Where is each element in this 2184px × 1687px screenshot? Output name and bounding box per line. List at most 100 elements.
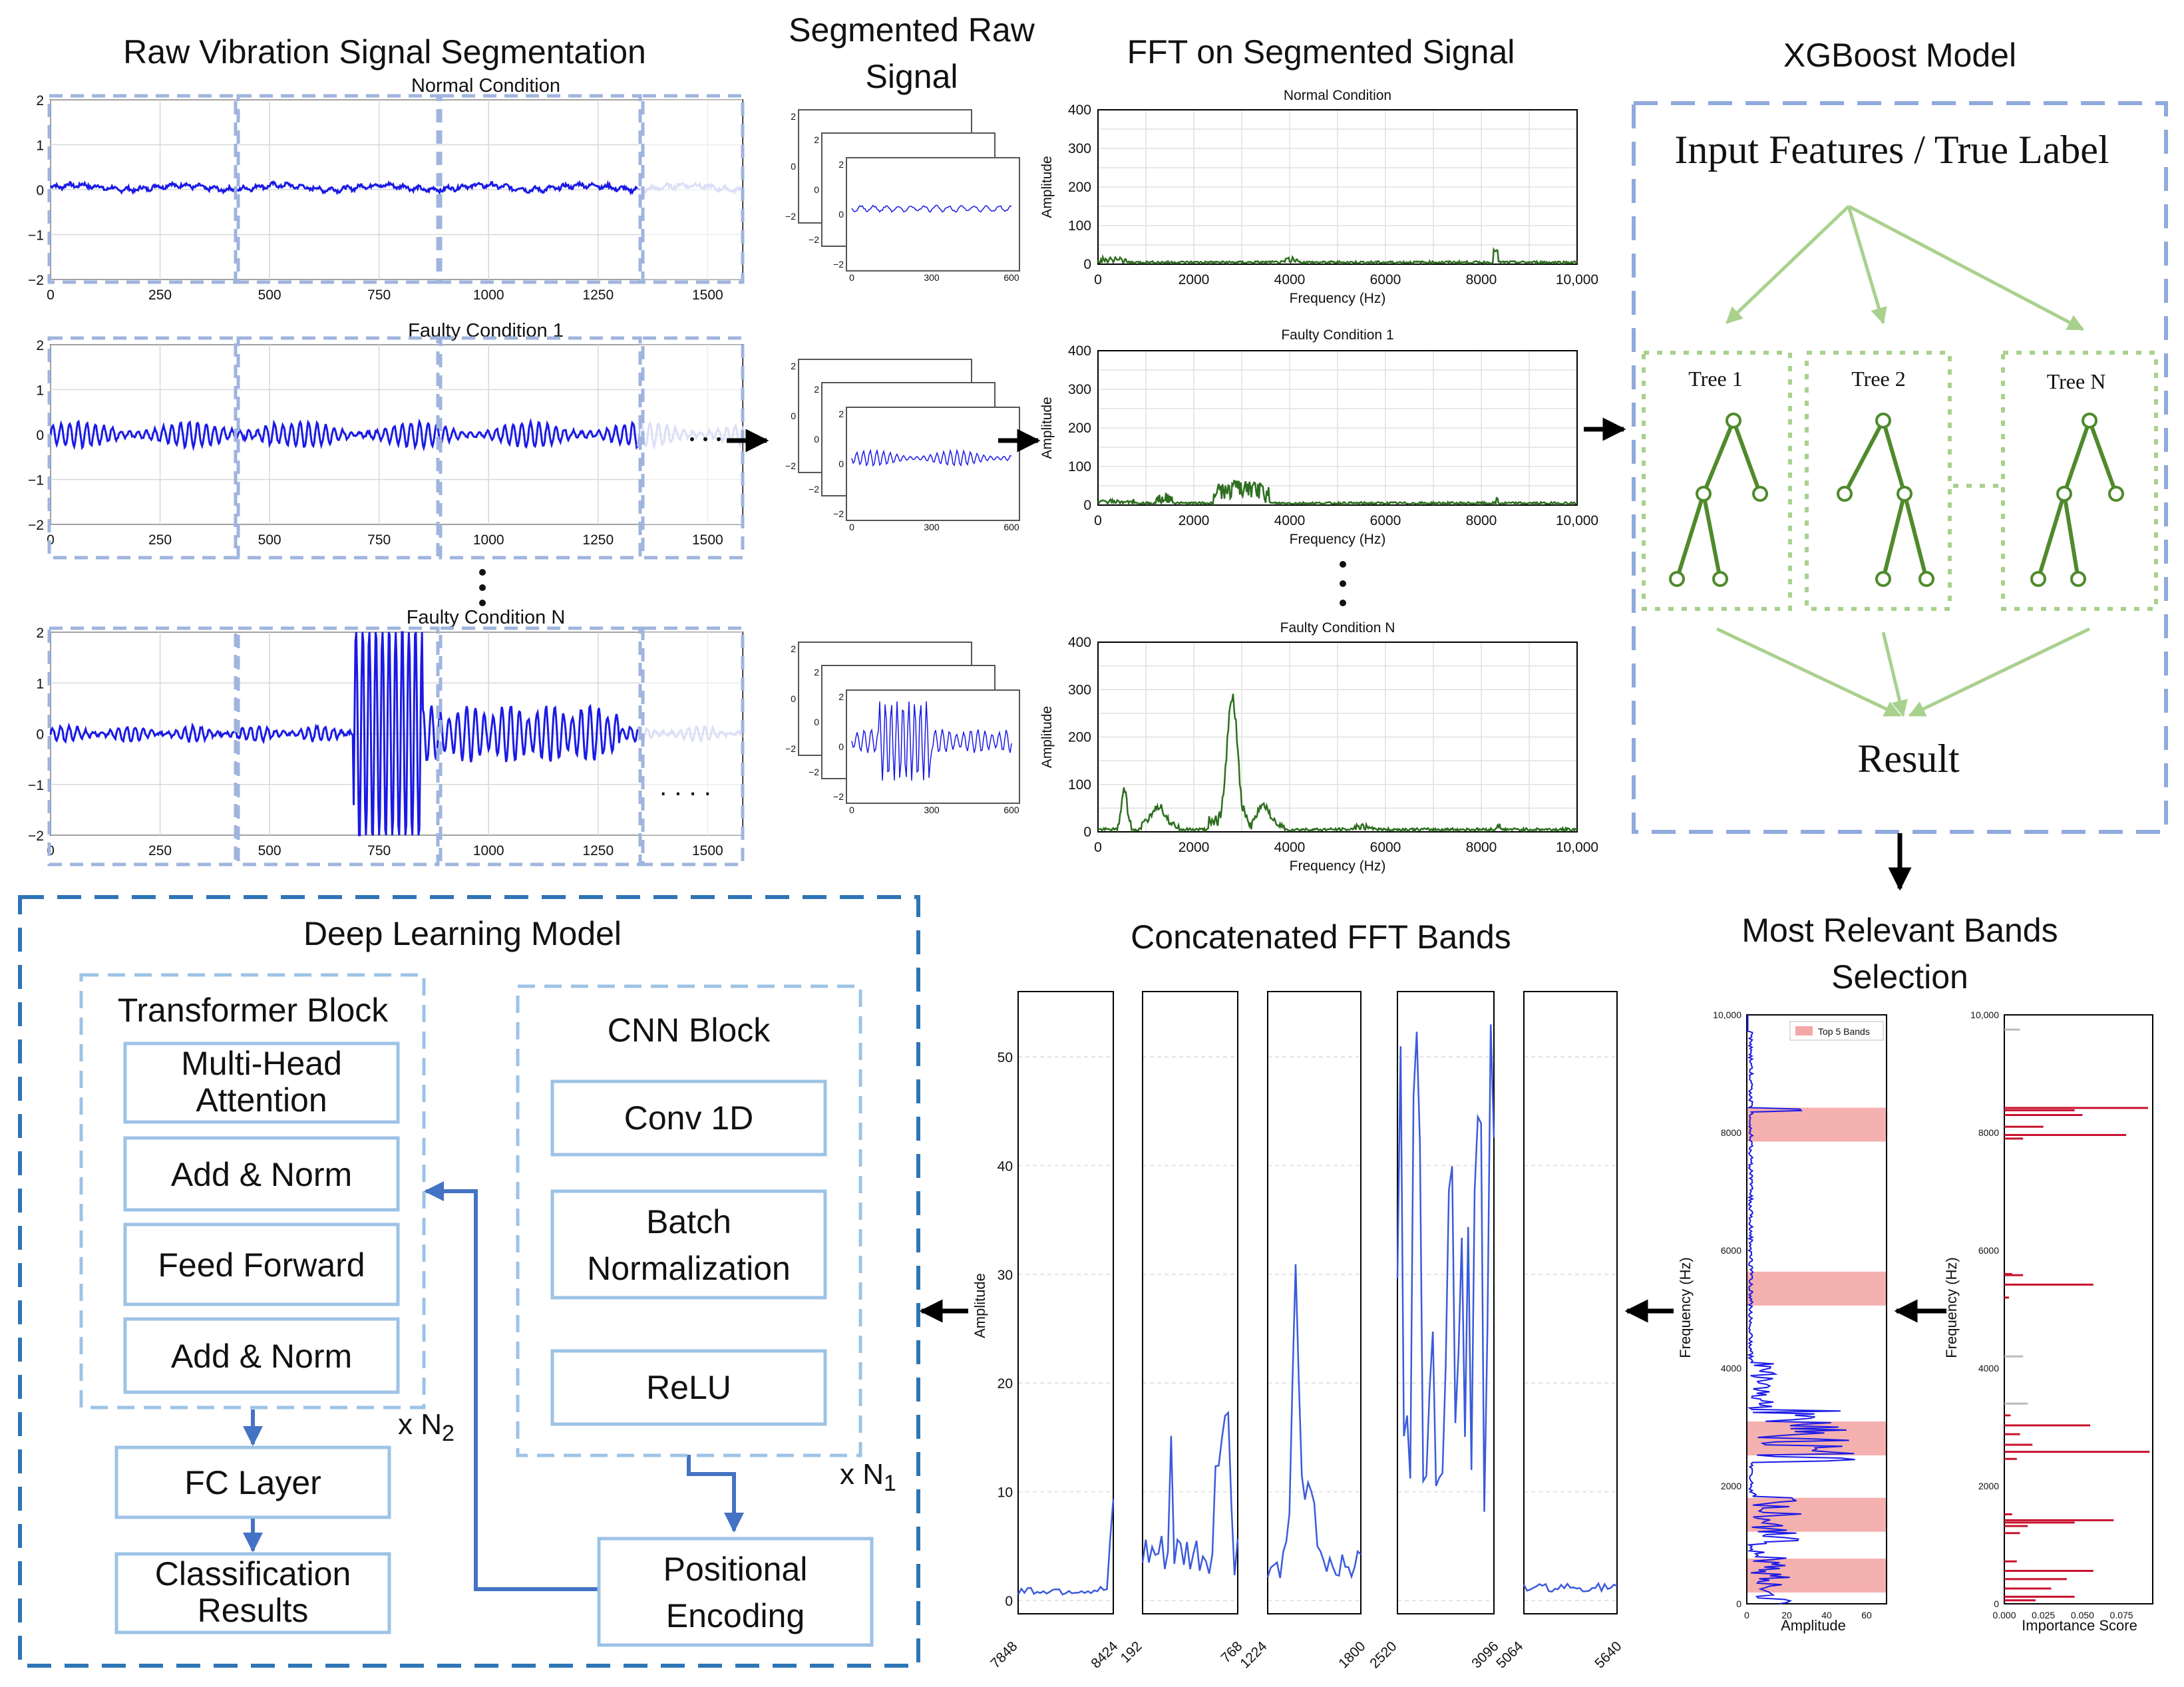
relu-label: ReLU <box>646 1369 731 1406</box>
xgboost-result-arrows <box>1716 627 2091 717</box>
bands-right-y-tick: 6000 <box>1978 1245 1999 1256</box>
raw-x-tick: 500 <box>258 532 281 548</box>
segment-y-tick: 0 <box>791 411 796 421</box>
fft-grid <box>1097 642 1578 833</box>
segment-thumb-signal <box>851 448 1012 467</box>
raw-y-tick: 2 <box>36 93 44 108</box>
fft-y-tick: 100 <box>1068 459 1091 474</box>
fft-frame <box>1097 642 1578 833</box>
concat-start-tick: 5064 <box>1493 1638 1527 1672</box>
raw-y-tick: 2 <box>36 626 44 641</box>
add-norm-label-1: Add & Norm <box>171 1156 352 1193</box>
fft-panel: 400 300 200 100 00 2000 4000 6000 8000 10,000 Freq… <box>1039 102 1598 306</box>
fft-frame <box>1097 109 1578 265</box>
bands-left-y-tick: 10,000 <box>1713 1010 1741 1020</box>
raw-x-tick: 250 <box>148 532 172 548</box>
fft-x-tick: 0 <box>1094 840 1102 855</box>
relu-box <box>550 1349 827 1426</box>
bands-right-ylabel: Frequency (Hz) <box>1943 1257 1960 1358</box>
segmented-raw-title-line1: Segmented Raw <box>789 11 1035 49</box>
raw-row2-continuation <box>690 437 721 441</box>
segment-y-tick: 2 <box>838 691 844 702</box>
segment-y-tick: 2 <box>791 644 796 654</box>
fft-y-tick: 300 <box>1068 382 1091 397</box>
segment-y-tick: 2 <box>838 159 844 170</box>
raw-x-tick: 1000 <box>473 843 504 858</box>
bands-right-x-tick: 0.000 <box>1992 1610 2016 1620</box>
segment-y-tick: 2 <box>791 111 796 122</box>
raw-x-tick: 1500 <box>692 843 723 858</box>
tree-edge <box>1702 493 1722 580</box>
arrow <box>1847 204 2085 331</box>
fft-x-tick: 6000 <box>1370 840 1401 855</box>
concat-panel: 2520 3096 <box>1367 991 1502 1672</box>
raw-panel-faulty-1-segments <box>47 336 745 560</box>
segment-box <box>236 336 440 560</box>
segment-y-tick: 2 <box>814 384 819 395</box>
raw-panel-normal-y-ticks: 2 1 0 −1 −2 <box>28 93 44 288</box>
fft-panels: Normal Condition Faulty Condition 1 Faul… <box>1039 88 1598 874</box>
concat-end-tick: 5640 <box>1592 1638 1624 1671</box>
concat-panel: 5064 5640 <box>1493 991 1625 1672</box>
segmented-raw-title-line2: Signal <box>866 58 958 95</box>
raw-x-tick: 500 <box>258 843 281 858</box>
xgboost-input-label: Input Features / True Label <box>1674 128 2109 172</box>
xgboost-input-arrows <box>1726 204 2085 331</box>
fft-y-tick: 0 <box>1083 498 1091 513</box>
raw-x-tick: 750 <box>367 532 391 548</box>
raw-y-tick: 1 <box>36 138 44 154</box>
mha-label-1: Multi-Head <box>181 1045 342 1082</box>
raw-panel-faulty-n: Faulty Condition N 2 1 0 −1 −2 0 250 500 750 100… <box>28 607 745 866</box>
segment-stack: 2 0 −2 2 0 −2 0 300 600 2 0 −2 <box>785 359 1020 532</box>
fft-x-tick: 8000 <box>1466 840 1497 855</box>
relevant-bands-title-line2: Selection <box>1831 958 1968 996</box>
fft-faulty-n-title: Faulty Condition N <box>1280 620 1395 636</box>
raw-y-tick: 0 <box>36 727 44 743</box>
raw-panel-faulty-1-signal <box>49 417 639 452</box>
mha-label-2: Attention <box>196 1081 327 1119</box>
raw-y-tick: −2 <box>28 273 44 288</box>
fft-y-tick: 200 <box>1068 730 1091 745</box>
fft-ylabel: Amplitude <box>1039 156 1055 218</box>
raw-x-tick: 1500 <box>692 287 723 303</box>
raw-x-tick: 1500 <box>692 532 723 548</box>
raw-panel-normal-signal <box>49 180 639 196</box>
tree-edge <box>2036 493 2066 580</box>
raw-y-tick: −1 <box>28 228 44 244</box>
fft-x-tick: 2000 <box>1179 272 1210 287</box>
bands-right-y-tick: 2000 <box>1978 1481 1999 1491</box>
segment-box <box>47 626 238 866</box>
raw-x-tick: 250 <box>148 287 172 303</box>
fft-grid <box>1097 350 1578 506</box>
segment-y-tick: −2 <box>785 211 796 222</box>
raw-panel-normal-fade <box>640 100 743 280</box>
segment-box <box>641 336 745 560</box>
n2-label: x N2 <box>398 1408 455 1446</box>
fft-y-tick: 400 <box>1068 635 1091 650</box>
segment-x-tick: 300 <box>924 522 940 532</box>
segment-box <box>641 94 745 284</box>
segment-x-tick: 0 <box>849 522 854 532</box>
cls-label-1: Classification <box>155 1555 351 1593</box>
positional-encoding-box <box>597 1537 874 1647</box>
segment-x-tick: 0 <box>849 272 854 283</box>
feed-forward-label: Feed Forward <box>158 1246 365 1284</box>
segment-y-tick: 0 <box>814 184 819 195</box>
bands-amplitude-series <box>1746 1015 1855 1604</box>
flow-arrows <box>727 417 1946 1323</box>
fft-spectrum <box>1097 479 1577 507</box>
concat-y-tick: 0 <box>1005 1594 1013 1609</box>
fft-x-tick: 6000 <box>1370 513 1401 528</box>
head-boxes <box>114 1445 391 1634</box>
tree-label-1: Tree 1 <box>1688 367 1742 391</box>
segment-box <box>439 336 642 560</box>
raw-y-tick: −2 <box>28 829 44 844</box>
raw-y-tick: 1 <box>36 383 44 399</box>
bands-left-y-tick: 8000 <box>1721 1127 1741 1138</box>
fft-x-tick: 4000 <box>1274 272 1306 287</box>
segment-y-tick: 2 <box>814 667 819 677</box>
segment-y-tick: −2 <box>785 743 796 754</box>
raw-panel-normal-title: Normal Condition <box>411 75 560 96</box>
tree-edge <box>2088 419 2118 495</box>
raw-x-tick: 1000 <box>473 532 504 548</box>
